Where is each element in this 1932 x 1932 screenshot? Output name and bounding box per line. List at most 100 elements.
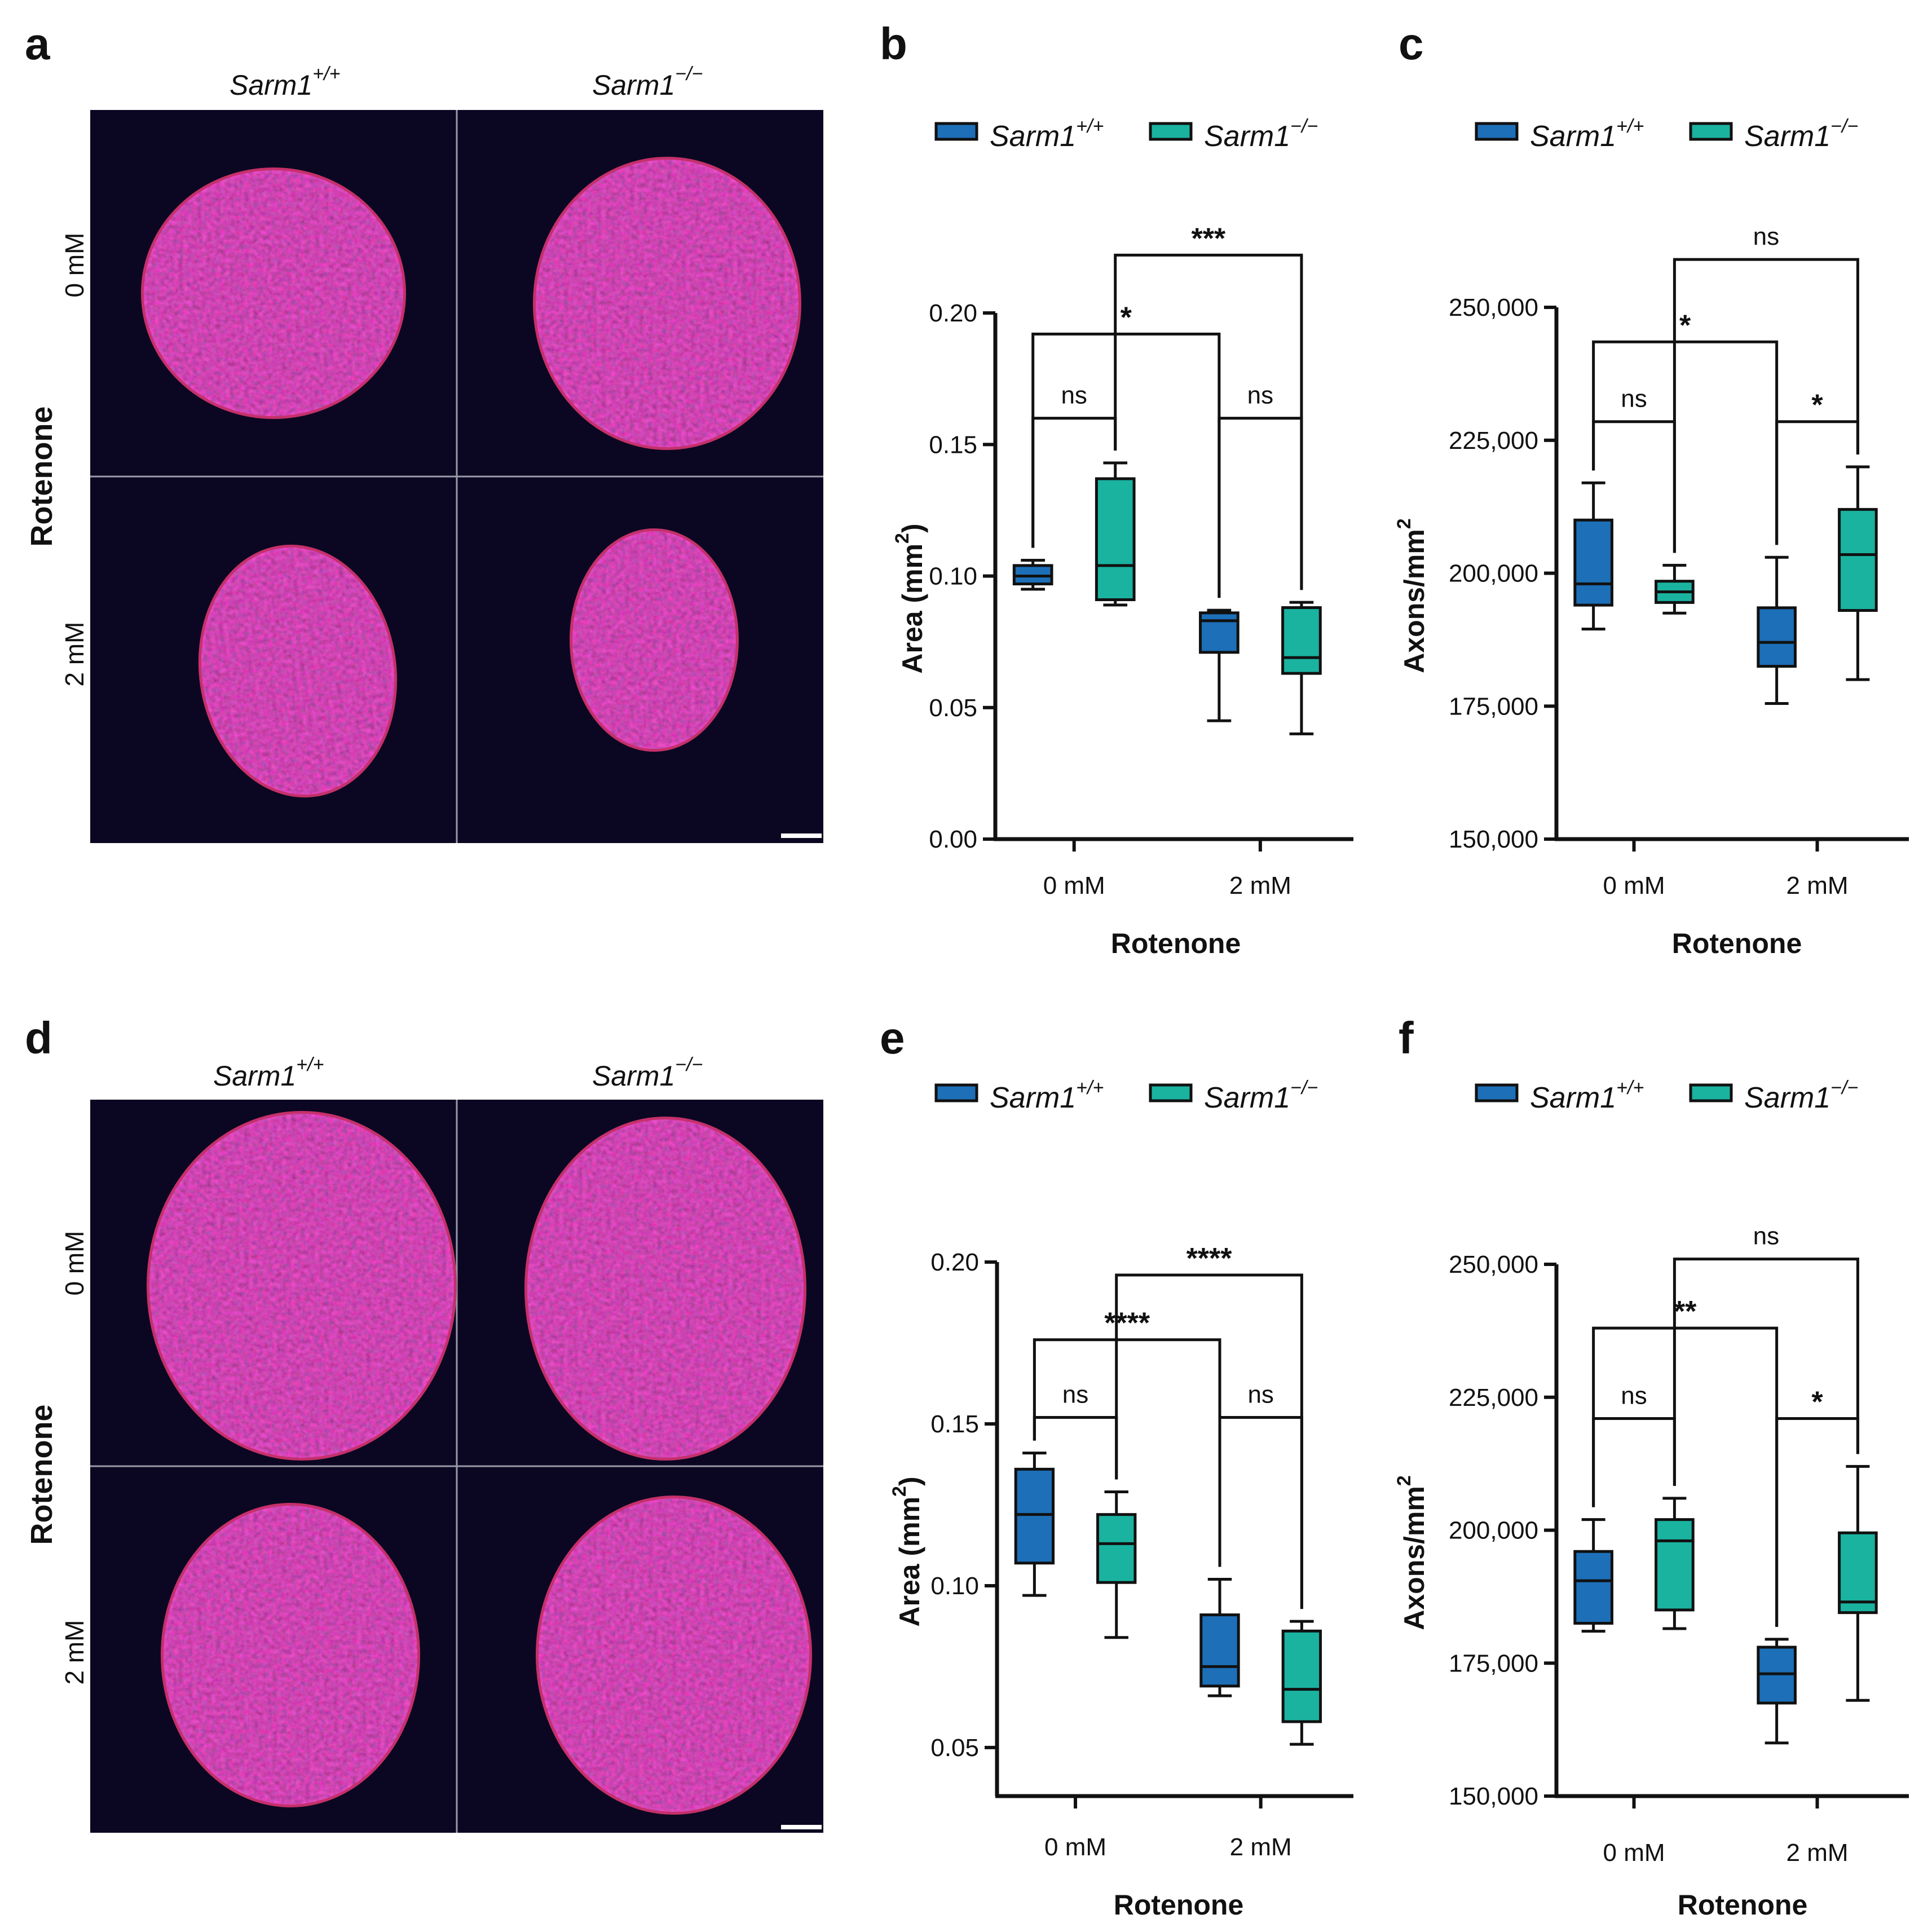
legend-swatch-wt — [1475, 1083, 1519, 1102]
y-tick-label: 200,000 — [1449, 560, 1538, 588]
row-title-2mm: 2 mM — [60, 622, 89, 687]
x-tick-label: 2 mM — [1787, 1839, 1849, 1867]
col-title-wt: Sarm1+/+ — [230, 63, 340, 101]
box-wt-2mm — [1757, 606, 1797, 668]
microscopy-panel-a: a Sarm1+/+ Sarm1−/− 0 mM 2 mM Rotenone — [25, 19, 823, 843]
col-title-ko: Sarm1−/− — [592, 1054, 703, 1092]
significance-label: * — [1811, 389, 1823, 422]
y-tick-label: 0.20 — [930, 1249, 979, 1276]
significance-bracket — [1592, 1326, 1779, 1627]
x-axis-title: Rotenone — [1114, 1889, 1244, 1921]
x-tick-label: 0 mM — [1043, 872, 1105, 899]
significance-bracket — [1114, 253, 1303, 590]
y-axis-title: Area (mm2) — [892, 523, 928, 673]
y-tick-label: 175,000 — [1449, 1649, 1538, 1677]
significance-label: ns — [1753, 223, 1779, 250]
box-wt-0mm — [1573, 518, 1613, 607]
significance-bracket — [1033, 1338, 1221, 1567]
legend-swatch-ko — [1149, 122, 1193, 141]
y-tick-label: 0.15 — [930, 1410, 979, 1438]
legend-label-ko: Sarm1−/− — [1744, 1077, 1858, 1114]
significance-bracket — [1673, 1258, 1859, 1486]
box-wt-2mm — [1199, 1613, 1240, 1688]
legend-label-ko: Sarm1−/− — [1204, 116, 1318, 153]
panel-label-f: f — [1399, 1013, 1414, 1063]
significance-label: ns — [1621, 385, 1647, 413]
y-axis-title: Axons/mm2 — [1393, 1475, 1430, 1630]
significance-bracket — [1115, 1273, 1303, 1609]
scale-bar — [781, 1825, 822, 1829]
y-tick-label: 0.10 — [929, 563, 977, 590]
legend-swatch-ko — [1689, 122, 1733, 141]
box-ko-2mm — [1281, 606, 1322, 675]
legend-swatch-wt — [1475, 122, 1519, 141]
significance-bracket — [1592, 1417, 1676, 1507]
significance-bracket — [1673, 258, 1859, 553]
significance-bracket — [1592, 340, 1779, 545]
boxplot-panel-e: e Sarm1+/+ Sarm1−/− 0.05 0.10 0.15 0.20 0 mM 2 m… — [880, 1013, 1353, 1921]
panel-label-e: e — [880, 1013, 905, 1063]
significance-label: **** — [1186, 1242, 1233, 1275]
y-tick-label: 150,000 — [1449, 826, 1538, 853]
x-axis-title: Rotenone — [1111, 928, 1241, 959]
panel-label-d: d — [25, 1013, 52, 1063]
significance-label: ns — [1061, 382, 1087, 409]
x-tick-label: 0 mM — [1603, 872, 1665, 899]
legend-swatch-ko — [1149, 1083, 1193, 1102]
nerve-section-ko-0mm-texture — [536, 160, 799, 447]
legend-swatch-ko — [1689, 1083, 1733, 1102]
legend-swatch-wt — [934, 122, 978, 141]
nerve-section-ko-2mm-texture — [572, 531, 736, 749]
significance-bracket — [1218, 1415, 1303, 1609]
legend-label-wt: Sarm1+/+ — [990, 1077, 1104, 1114]
y-tick-label: 0.20 — [929, 299, 977, 327]
y-tick-label: 0.10 — [930, 1572, 979, 1600]
nerve-section-ko-2mm-texture — [539, 1498, 809, 1812]
box-ko-2mm — [1281, 1629, 1322, 1723]
boxplot-panel-c: c Sarm1+/+ Sarm1−/− 150,000 175,000 200,000 22… — [1393, 19, 1909, 959]
side-title-rotenone: Rotenone — [25, 407, 59, 547]
col-title-wt: Sarm1+/+ — [213, 1054, 324, 1092]
boxplot-panel-f: f Sarm1+/+ Sarm1−/− 150,000 175,000 200,000 22… — [1393, 1013, 1909, 1921]
x-tick-label: 2 mM — [1787, 872, 1849, 899]
legend-swatch-wt — [934, 1083, 978, 1102]
y-tick-label: 250,000 — [1449, 1251, 1538, 1278]
panel-label-c: c — [1399, 19, 1424, 69]
box-ko-2mm — [1838, 1531, 1878, 1615]
row-title-0mm: 0 mM — [60, 233, 89, 298]
legend-label-wt: Sarm1+/+ — [1530, 116, 1644, 153]
panel-label-b: b — [880, 19, 907, 69]
y-tick-label: 250,000 — [1449, 294, 1538, 321]
col-title-ko: Sarm1−/− — [592, 63, 703, 101]
x-axis-title: Rotenone — [1678, 1889, 1808, 1921]
significance-label: ns — [1062, 1380, 1088, 1408]
row-title-0mm: 0 mM — [60, 1231, 89, 1296]
y-tick-label: 150,000 — [1449, 1783, 1538, 1810]
legend-label-ko: Sarm1−/− — [1744, 116, 1858, 153]
box-ko-0mm — [1095, 477, 1136, 601]
box-ko-0mm — [1655, 1518, 1695, 1612]
y-axis-title: Area (mm2) — [889, 1476, 925, 1626]
box-wt-0mm — [1014, 1467, 1055, 1565]
y-tick-label: 225,000 — [1449, 427, 1538, 455]
legend-label-ko: Sarm1−/− — [1204, 1077, 1318, 1114]
significance-label: ns — [1247, 1380, 1273, 1408]
nerve-section-wt-0mm-texture — [144, 170, 403, 416]
nerve-section-wt-0mm-texture — [149, 1114, 454, 1458]
significance-label: * — [1679, 309, 1691, 342]
significance-label: ns — [1621, 1382, 1647, 1409]
y-tick-label: 0.05 — [930, 1734, 979, 1762]
x-axis-title: Rotenone — [1672, 928, 1802, 959]
box-wt-0mm — [1573, 1550, 1613, 1625]
y-tick-label: 0.15 — [929, 431, 977, 458]
significance-label: ** — [1674, 1295, 1697, 1328]
significance-label: *** — [1191, 222, 1225, 255]
legend-label-wt: Sarm1+/+ — [990, 116, 1104, 153]
side-title-rotenone: Rotenone — [25, 1405, 59, 1545]
x-tick-label: 0 mM — [1044, 1833, 1106, 1861]
y-tick-label: 225,000 — [1449, 1384, 1538, 1411]
nerve-section-wt-2mm-texture — [164, 1506, 417, 1805]
y-tick-label: 0.05 — [929, 694, 977, 722]
significance-label: ns — [1753, 1223, 1779, 1250]
